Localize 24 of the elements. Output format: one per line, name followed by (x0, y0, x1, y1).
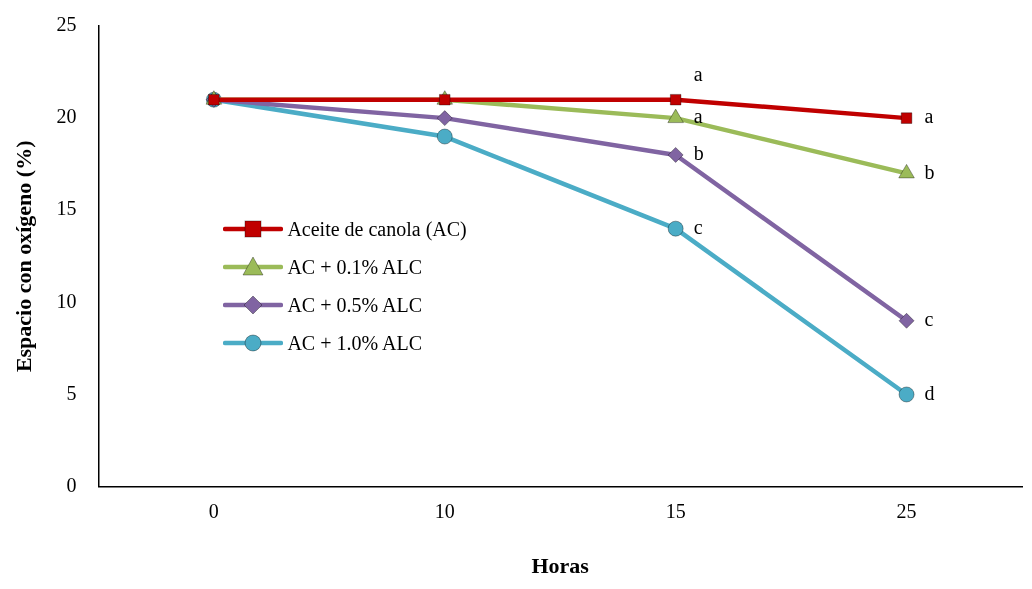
legend-label: Aceite de canola (AC) (287, 217, 467, 241)
annotation: a (693, 62, 703, 85)
x-axis-title: Horas (531, 553, 590, 579)
y-tick-label: 10 (56, 289, 77, 312)
annotation: a (924, 105, 934, 128)
x-tick-label: 10 (434, 499, 455, 522)
x-tick-label: 0 (208, 499, 219, 522)
annotation: c (693, 215, 703, 238)
y-tick-label: 5 (66, 381, 77, 404)
y-tick-label: 25 (56, 13, 77, 36)
legend-label: AC + 1.0% ALC (287, 331, 423, 355)
annotation: c (924, 308, 934, 331)
y-tick-label: 0 (66, 473, 77, 496)
legend-label: AC + 0.5% ALC (287, 293, 423, 317)
annotation: a (693, 105, 703, 128)
x-tick-label: 25 (896, 499, 917, 522)
x-tick-label: 15 (665, 499, 686, 522)
annotation: b (693, 142, 704, 165)
y-tick-label: 20 (56, 105, 77, 128)
annotation: d (924, 381, 935, 404)
annotation: b (924, 160, 935, 183)
y-tick-label: 15 (56, 197, 77, 220)
y-axis-title: Espacio con oxígeno (%) (10, 140, 36, 373)
legend-label: AC + 0.1% ALC (287, 255, 423, 279)
